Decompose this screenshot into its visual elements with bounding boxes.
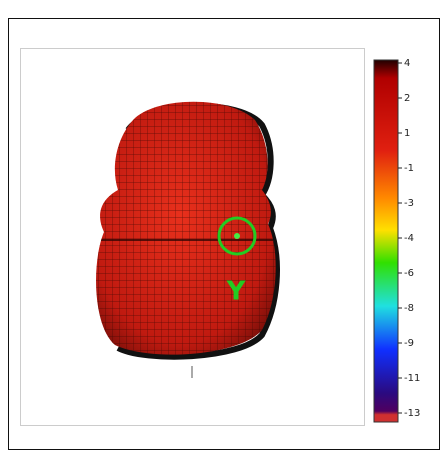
colorbar-tick-label: -1 — [404, 163, 414, 174]
surface-mesh — [96, 101, 276, 355]
radiation-pattern — [96, 101, 280, 378]
colorbar-tick-label: -4 — [404, 233, 414, 244]
colorbar-ticks: 4 2 1 -1 -3 -4 -6 -8 -9 -11 -13 — [398, 58, 420, 419]
colorbar — [373, 59, 399, 423]
annotation-label: Y — [226, 277, 247, 307]
colorbar-tick-label: -3 — [404, 198, 414, 209]
colorbar-tick-label: -9 — [404, 338, 414, 349]
colorbar-tick-label: -13 — [404, 408, 420, 419]
colorbar-tick-label: -8 — [404, 303, 414, 314]
highlight-dot — [234, 233, 240, 239]
colorbar-tick-label: 2 — [404, 93, 410, 104]
colorbar-tick-label: -6 — [404, 268, 414, 279]
colorbar-tick-label: 4 — [404, 58, 410, 69]
colorbar-tick-label: -11 — [404, 373, 420, 384]
highlight-circle — [217, 216, 257, 256]
colorbar-tick-label: 1 — [404, 128, 410, 139]
surface — [96, 101, 276, 355]
